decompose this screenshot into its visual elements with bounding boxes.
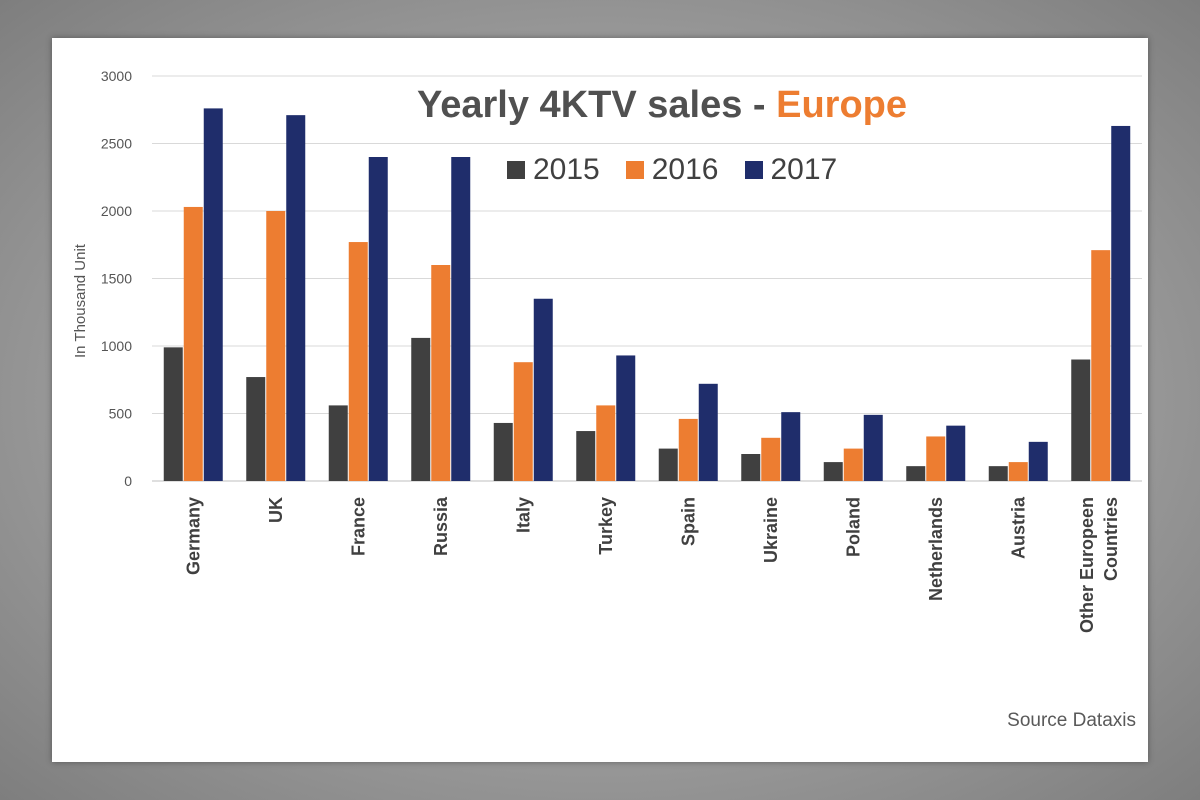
chart-card: 0 500 1000 1500 2000 2500 3000 Germany UK France… [52, 38, 1148, 762]
bar-france-2015 [328, 405, 348, 481]
bar-russia-2017 [451, 157, 471, 481]
x-tick-label-germany: Germany [183, 497, 203, 575]
bar-other-europeen-countries-2015 [1071, 359, 1091, 481]
legend-entry-2017: 2017 [744, 153, 838, 187]
bar-ukraine-2015 [741, 454, 761, 481]
legend-swatch-2015 [507, 161, 525, 179]
legend-label-2016: 2016 [651, 153, 719, 186]
bar-other-europeen-countries-2016 [1091, 250, 1111, 481]
x-tick-label-netherlands: Netherlands [926, 497, 946, 601]
bar-uk-2015 [246, 377, 266, 481]
bar-netherlands-2016 [926, 436, 946, 481]
y-axis-label: In Thousand Unit [72, 244, 89, 358]
legend-entry-2016: 2016 [625, 153, 719, 187]
legend-swatch-2016 [625, 161, 644, 179]
y-tick-label: 3000 [101, 68, 132, 84]
bar-italy-2017 [533, 298, 553, 481]
legend-entry-2015: 2015 [507, 153, 600, 187]
x-tick-label-russia: Russia [431, 496, 451, 556]
bar-france-2016 [348, 242, 368, 481]
bar-spain-2017 [698, 383, 718, 481]
x-tick-label-turkey: Turkey [596, 497, 616, 555]
bar-france-2017 [368, 157, 388, 481]
y-tick-label: 1500 [101, 271, 132, 287]
y-tick-label: 500 [109, 406, 133, 422]
bar-netherlands-2017 [946, 425, 966, 481]
bar-poland-2017 [863, 414, 883, 481]
x-tick-label-italy: Italy [513, 497, 533, 533]
legend-label-2017: 2017 [770, 153, 838, 186]
bar-germany-2016 [183, 206, 203, 481]
x-tick-label-uk: UK [266, 497, 286, 523]
bar-turkey-2016 [596, 405, 616, 481]
bar-uk-2017 [286, 115, 306, 482]
y-tick-label: 0 [124, 473, 132, 489]
legend: 2015 2016 2017 [507, 153, 837, 187]
y-tick-label: 1000 [101, 338, 132, 354]
source-note: Source Dataxis [1007, 710, 1136, 731]
chart-title-main: Yearly 4KTV sales - [417, 84, 777, 126]
bar-other-europeen-countries-2017 [1111, 125, 1131, 481]
x-tick-label-spain: Spain [678, 497, 698, 546]
bar-poland-2015 [823, 462, 843, 481]
bar-germany-2015 [163, 347, 183, 481]
x-tick-label-austria: Austria [1008, 496, 1028, 559]
y-tick-label: 2500 [101, 136, 132, 152]
bar-russia-2015 [411, 337, 431, 481]
bar-netherlands-2015 [906, 466, 926, 481]
bar-italy-2016 [513, 362, 533, 481]
chart-title-accent: Europe [776, 84, 908, 126]
bar-russia-2016 [431, 265, 451, 481]
bar-ukraine-2016 [761, 437, 781, 481]
x-tick-label-france: France [348, 497, 368, 556]
bar-turkey-2015 [576, 431, 596, 481]
bar-germany-2017 [203, 108, 223, 482]
bar-austria-2016 [1008, 462, 1028, 481]
bar-austria-2017 [1028, 441, 1048, 481]
bar-austria-2015 [988, 466, 1008, 481]
x-tick-label-poland: Poland [843, 497, 863, 557]
x-tick-label-other-europeen-countries: Other Europeen Countries [1077, 497, 1121, 633]
y-tick-label: 2000 [101, 203, 132, 219]
x-tick-label-ukraine: Ukraine [761, 497, 781, 563]
legend-swatch-2017 [744, 161, 763, 179]
legend-label-2015: 2015 [533, 153, 600, 186]
chart-title: Yearly 4KTV sales - Europe [417, 84, 977, 127]
bar-italy-2015 [493, 422, 513, 481]
bar-uk-2016 [266, 211, 286, 481]
bar-turkey-2017 [616, 355, 636, 481]
bar-chart: 0 500 1000 1500 2000 2500 3000 Germany UK France… [101, 68, 1142, 633]
bar-poland-2016 [843, 448, 863, 481]
bar-ukraine-2017 [781, 412, 801, 481]
bar-spain-2015 [658, 448, 678, 481]
bar-spain-2016 [678, 418, 698, 481]
